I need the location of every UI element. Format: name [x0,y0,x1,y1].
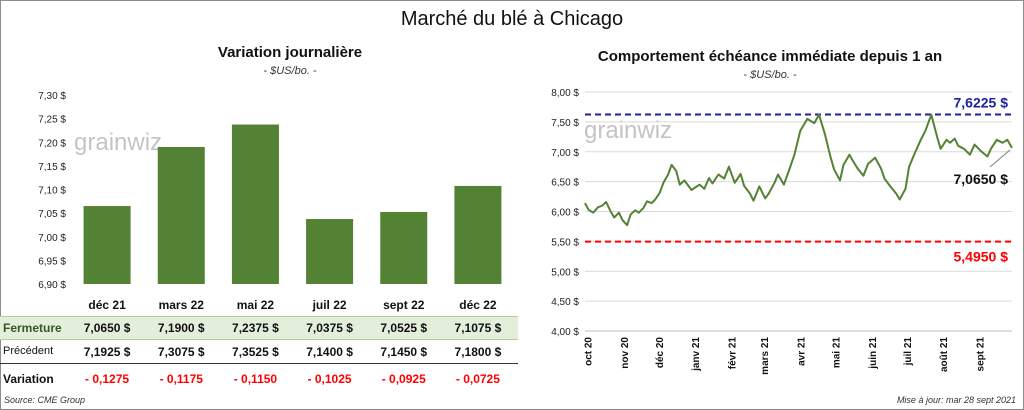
bar-y-tick-label: 7,20 $ [38,138,66,149]
line-y-tick-label: 5,50 $ [551,237,579,248]
price-line [584,113,1013,227]
bar-y-tick-label: 7,10 $ [38,186,66,197]
bar-chart-unit: - $US/bo. - [263,65,317,77]
bar-y-tick-label: 7,05 $ [38,209,66,220]
bar-y-tick-label: 6,90 $ [38,280,66,291]
bar-y-tick-label: 7,15 $ [38,162,66,173]
line-y-tick-label: 7,50 $ [551,118,579,129]
line-chart-unit: - $US/bo. - [743,69,797,81]
table-row-label: Fermeture [3,321,62,335]
table-cell: 7,3075 $ [157,345,205,359]
main-title: Marché du blé à Chicago [400,8,624,30]
bar [454,185,502,284]
bar-x-tick-label: déc 22 [459,298,497,312]
table-cell: 7,2375 $ [232,321,279,335]
table-cell: 7,1450 $ [380,345,428,359]
line-y-tick-label: 7,00 $ [551,148,579,159]
last-value-label: 7,0650 $ [954,171,1009,187]
table-row-label: Variation [3,372,54,386]
bar-x-tick-label: juil 22 [312,298,347,312]
low-label: 5,4950 $ [954,249,1009,265]
table-cell: - 0,0725 [455,372,500,386]
watermark: grainwiz [74,129,162,156]
table-row: Variation - 0,1275 - 0,1175 - 0,1150 - 0,102… [0,368,518,390]
bar-x-tick-label: sept 22 [383,298,425,312]
line-x-tick-label: mars 21 [760,337,771,375]
bar-x-tick-label: mai 22 [237,298,275,312]
bar-x-tick-label: mars 22 [159,298,205,312]
line-x-tick-label: sept 21 [975,337,986,372]
line-y-tick-label: 6,00 $ [551,208,579,219]
high-label: 7,6225 $ [954,95,1009,111]
source-note: Source: CME Group [4,395,86,405]
bar-y-tick-label: 7,25 $ [38,115,66,126]
bar [306,219,354,284]
bar [380,211,428,284]
table-row-label: Précédent [3,345,54,357]
price-table: Fermeture 7,0650 $ 7,1900 $ 7,2375 $ 7,0375 … [0,296,520,396]
line-x-tick-label: juin 21 [868,337,879,370]
watermark: grainwiz [584,117,672,144]
table-cell: 7,3525 $ [232,345,279,359]
bar [157,146,205,284]
line-y-tick-label: 5,00 $ [551,267,579,278]
line-x-tick-label: oct 20 [584,337,595,366]
table-cell: - 0,1275 [85,372,130,386]
table-cell: - 0,1150 [233,372,278,386]
line-x-tick-label: déc 20 [655,337,666,369]
line-y-tick-label: 4,00 $ [551,327,579,338]
table-cell: - 0,0925 [381,372,426,386]
line-x-tick-label: avr 21 [796,337,807,366]
table-cell: - 0,1025 [307,372,352,386]
bar-chart: grainwiz 6,90 $ 6,95 $ 7,00 $ 7,05 $ 7,10 $ 7… [38,91,502,312]
line-y-tick-label: 6,50 $ [551,178,579,189]
line-x-tick-label: juil 21 [903,337,914,367]
table-cell: 7,1900 $ [157,321,205,335]
bar-y-tick-label: 7,00 $ [38,233,66,244]
table-row: Fermeture 7,0650 $ 7,1900 $ 7,2375 $ 7,0375 … [0,316,518,340]
update-note: Mise à jour: mar 28 sept 2021 [896,395,1016,405]
table-cell: 7,0525 $ [380,321,428,335]
table-cell: 7,1800 $ [454,345,502,359]
table-cell: 7,1075 $ [454,321,502,335]
line-x-tick-label: août 21 [939,337,950,372]
line-x-tick-label: janv 21 [691,337,702,372]
last-value-pointer [989,149,1011,168]
line-x-tick-label: nov 20 [620,337,631,369]
table-cell: 7,1400 $ [306,345,353,359]
bar-chart-title: Variation journalière [217,44,363,61]
line-x-tick-label: févr 21 [727,337,738,370]
bar-x-tick-label: déc 21 [88,298,126,312]
bar [83,206,131,284]
bar-y-tick-label: 7,30 $ [38,91,66,102]
table-cell: - 0,1175 [159,372,203,386]
bar-y-tick-label: 6,95 $ [38,256,66,267]
bar [231,124,279,284]
table-row: Précédent 7,1925 $ 7,3075 $ 7,3525 $ 7,1400 … [0,341,518,364]
table-cell: 7,1925 $ [83,345,131,359]
table-cell: 7,0650 $ [83,321,131,335]
line-y-tick-label: 8,00 $ [551,88,579,99]
table-cell: 7,0375 $ [306,321,353,335]
line-x-tick-label: mai 21 [832,337,843,369]
line-chart-title: Comportement échéance immédiate depuis 1… [597,48,943,65]
line-y-tick-label: 4,50 $ [551,297,579,308]
